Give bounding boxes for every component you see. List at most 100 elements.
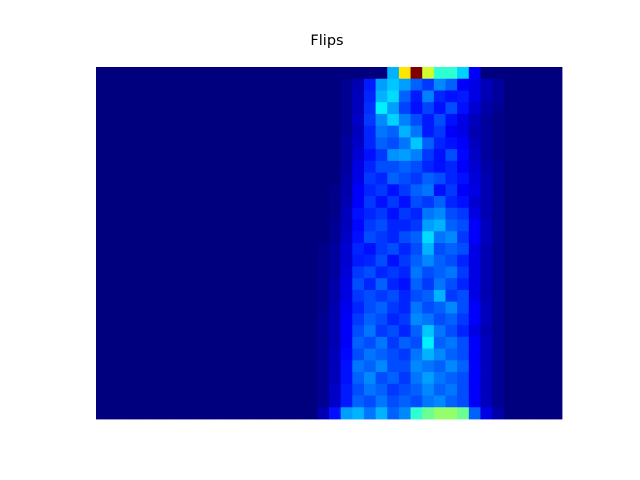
heatmap-cell — [329, 78, 342, 91]
heatmap-cell — [177, 289, 190, 303]
heatmap-cell — [480, 360, 493, 373]
heatmap-cell — [247, 289, 260, 303]
heatmap-cell — [247, 407, 260, 420]
heatmap-cell — [119, 313, 132, 326]
heatmap-cell — [119, 348, 132, 361]
heatmap-cell — [492, 383, 505, 396]
heatmap-cell — [527, 172, 540, 185]
heatmap-cell — [550, 325, 563, 338]
heatmap-cell — [387, 407, 400, 420]
heatmap-cell — [329, 278, 342, 291]
heatmap-cell — [329, 348, 342, 361]
heatmap-cell — [177, 254, 190, 267]
heatmap-cell — [130, 231, 143, 244]
heatmap-cell — [550, 90, 563, 103]
heatmap-cell — [294, 125, 307, 138]
heatmap-cell — [142, 67, 155, 80]
heatmap-cell — [457, 278, 470, 291]
heatmap-cell — [480, 372, 493, 385]
heatmap-cell — [130, 360, 143, 373]
heatmap-cell — [282, 372, 295, 385]
heatmap-cell — [445, 149, 458, 162]
heatmap-cell — [130, 160, 143, 173]
heatmap-cell — [468, 149, 481, 162]
heatmap-cell — [119, 289, 132, 303]
heatmap-cell — [410, 160, 423, 173]
heatmap-cell — [165, 395, 178, 408]
heatmap-cell — [433, 90, 446, 103]
heatmap-cell — [422, 102, 435, 115]
heatmap-cell — [200, 113, 213, 127]
heatmap-cell — [515, 243, 528, 256]
heatmap-cell — [212, 90, 225, 103]
heatmap-cell — [154, 243, 167, 256]
heatmap-cell — [422, 207, 435, 220]
heatmap-cell — [329, 137, 342, 150]
heatmap-cell — [363, 360, 376, 373]
heatmap-cell — [468, 184, 481, 197]
heatmap-cell — [492, 90, 505, 103]
heatmap-cell — [352, 137, 365, 150]
heatmap-cell — [294, 336, 307, 349]
heatmap-cell — [387, 243, 400, 256]
heatmap-cell — [433, 407, 446, 420]
heatmap-cell — [142, 243, 155, 256]
heatmap-cell — [398, 125, 411, 138]
heatmap-cell — [259, 207, 272, 220]
heatmap-cell — [433, 383, 446, 396]
heatmap-cell — [154, 278, 167, 291]
heatmap-cell — [317, 254, 330, 267]
heatmap-cell — [503, 160, 516, 173]
heatmap-cell — [154, 254, 167, 267]
heatmap-cell — [352, 301, 365, 314]
heatmap-cell — [270, 149, 283, 162]
heatmap-cell — [247, 278, 260, 291]
heatmap-cell — [363, 301, 376, 314]
heatmap-cell — [422, 313, 435, 326]
heatmap-cell — [422, 196, 435, 209]
heatmap-cell — [165, 383, 178, 396]
heatmap-cell — [329, 325, 342, 338]
heatmap-cell — [235, 67, 248, 80]
heatmap-cell — [212, 207, 225, 220]
heatmap-cell — [317, 125, 330, 138]
heatmap-cell — [422, 395, 435, 408]
heatmap-cell — [212, 67, 225, 80]
heatmap-cell — [538, 278, 551, 291]
heatmap-cell — [445, 254, 458, 267]
heatmap-cell — [515, 301, 528, 314]
heatmap-cell — [189, 90, 202, 103]
heatmap-cell — [142, 266, 155, 279]
heatmap-cell — [259, 289, 272, 303]
heatmap-cell — [317, 289, 330, 303]
heatmap-cell — [107, 149, 120, 162]
heatmap-cell — [177, 231, 190, 244]
heatmap-cell — [340, 184, 353, 197]
heatmap-cell — [247, 360, 260, 373]
heatmap-cell — [177, 336, 190, 349]
heatmap-cell — [457, 266, 470, 279]
heatmap-cell — [107, 407, 120, 420]
heatmap-cell — [200, 196, 213, 209]
heatmap-cell — [410, 219, 423, 232]
heatmap-cell — [235, 395, 248, 408]
heatmap-cell — [480, 243, 493, 256]
heatmap-cell — [200, 325, 213, 338]
heatmap-cell — [270, 407, 283, 420]
heatmap-cell — [550, 67, 563, 80]
heatmap-cell — [492, 102, 505, 115]
heatmap-cell — [480, 348, 493, 361]
heatmap-cell — [468, 113, 481, 127]
heatmap-cell — [224, 184, 237, 197]
heatmap-cell — [363, 90, 376, 103]
heatmap-cell — [259, 137, 272, 150]
heatmap-cell — [515, 254, 528, 267]
heatmap-cell — [142, 172, 155, 185]
heatmap-cell — [538, 160, 551, 173]
heatmap-cell — [527, 348, 540, 361]
heatmap-cell — [503, 278, 516, 291]
heatmap-cell — [96, 149, 109, 162]
heatmap-cell — [259, 254, 272, 267]
heatmap-cell — [165, 102, 178, 115]
heatmap-cell — [154, 172, 167, 185]
